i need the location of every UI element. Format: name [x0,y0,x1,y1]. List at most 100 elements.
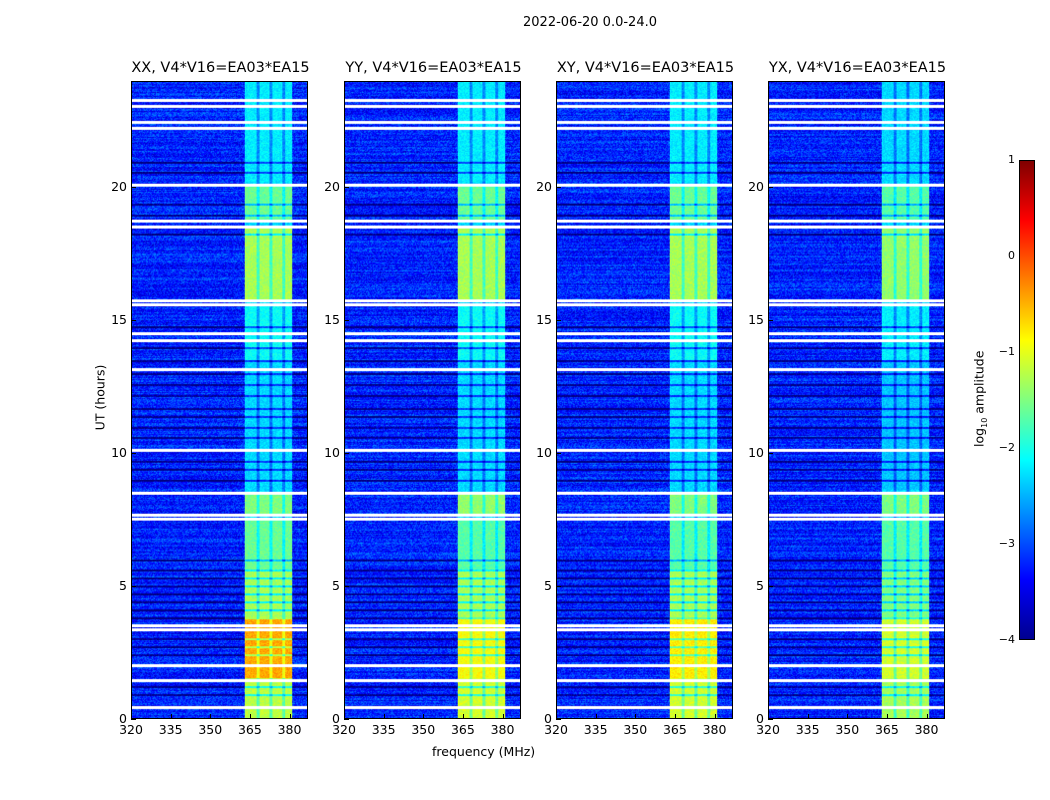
x-tick-label: 335 [158,722,183,737]
y-tick-label: 10 [324,445,340,461]
x-tick-mark [714,714,716,719]
colorbar-tick-label: 0 [1008,249,1015,262]
y-tick-mark [131,320,136,322]
spectrogram-panel-2: YY, V4*V16=EA03*EA15 [344,60,522,719]
x-tick-mark [926,714,928,719]
y-tick-label: 5 [119,578,127,594]
x-tick-label: 365 [662,722,687,737]
x-tick-label: 365 [450,722,475,737]
y-axis-label: UT (hours) [92,364,108,431]
x-tick-label: 365 [874,722,899,737]
x-tick-label: 350 [623,722,648,737]
y-tick-label: 15 [536,312,552,328]
panel-title: YY, V4*V16=EA03*EA15 [345,60,522,76]
panel-title: YX, V4*V16=EA03*EA15 [768,60,947,76]
y-tick-mark [556,187,561,189]
x-tick-label: 380 [914,722,939,737]
y-tick-label: 10 [748,445,764,461]
y-tick-label: 15 [111,312,127,328]
y-tick-label: 5 [544,578,552,594]
x-tick-label: 350 [198,722,223,737]
y-tick-label: 20 [536,179,552,195]
heatmap-image [345,82,520,718]
x-tick-label: 350 [835,722,860,737]
spectrogram-panel-3: XY, V4*V16=EA03*EA15 [556,60,734,719]
y-tick-label: 0 [756,711,764,726]
x-tick-mark [344,714,345,719]
x-tick-label: 320 [756,722,780,737]
x-tick-mark [847,714,849,719]
x-tick-mark [595,714,597,719]
panel-title: XY, V4*V16=EA03*EA15 [556,60,735,76]
y-tick-label: 0 [332,711,340,726]
x-tick-mark [131,714,132,719]
y-tick-label: 10 [536,445,552,461]
x-tick-label: 320 [119,722,143,737]
y-tick-mark [344,453,349,455]
y-tick-label: 15 [748,312,764,328]
x-tick-mark [768,714,769,719]
x-tick-label: 380 [490,722,515,737]
heatmap-image [769,82,944,718]
spectrogram-panel-4: YX, V4*V16=EA03*EA15 [768,60,946,719]
y-tick-mark [344,187,349,189]
y-tick-mark [131,586,136,588]
y-tick-label: 20 [111,179,127,195]
y-tick-label: 5 [332,578,340,594]
y-tick-mark [768,187,773,189]
y-tick-mark [556,719,561,720]
y-tick-mark [131,719,136,720]
x-tick-mark [170,714,172,719]
figure-title: 2022-06-20 0.0-24.0 [523,15,657,30]
x-tick-label: 380 [702,722,727,737]
y-tick-label: 5 [756,578,764,594]
y-tick-mark [556,320,561,322]
x-tick-mark [462,714,464,719]
y-tick-label: 20 [324,179,340,195]
y-tick-mark [131,187,136,189]
y-tick-label: 0 [119,711,127,726]
colorbar-tick-label: −4 [998,633,1015,646]
y-tick-mark [556,453,561,455]
x-tick-mark [289,714,291,719]
panel-title: XX, V4*V16=EA03*EA15 [131,60,310,76]
y-tick-mark [768,719,773,720]
y-tick-label: 10 [111,445,127,461]
colorbar-tick-label: −3 [998,537,1015,550]
colorbar [1019,160,1035,640]
x-tick-mark [249,714,251,719]
x-tick-label: 380 [277,722,302,737]
y-tick-mark [768,586,773,588]
x-tick-label: 365 [237,722,262,737]
x-tick-label: 320 [332,722,356,737]
y-tick-label: 15 [324,312,340,328]
colorbar-tick-label: −1 [998,345,1015,358]
y-tick-mark [344,719,349,720]
y-tick-mark [768,453,773,455]
x-tick-mark [383,714,385,719]
heatmap-image [557,82,732,718]
y-tick-mark [556,586,561,588]
x-tick-label: 335 [795,722,820,737]
x-tick-mark [502,714,504,719]
x-tick-mark [807,714,809,719]
y-tick-mark [344,320,349,322]
y-tick-mark [131,453,136,455]
x-tick-mark [423,714,425,719]
colorbar-tick-label: −2 [998,441,1015,454]
heatmap-image [132,82,307,718]
x-tick-label: 350 [411,722,436,737]
y-tick-label: 0 [544,711,552,726]
y-tick-label: 20 [748,179,764,195]
x-tick-mark [556,714,557,719]
x-tick-mark [674,714,676,719]
spectrogram-panel-1: XX, V4*V16=EA03*EA15 [131,60,310,719]
y-tick-mark [768,320,773,322]
x-tick-mark [210,714,212,719]
colorbar-label: log10 amplitude [971,350,989,447]
x-tick-label: 320 [544,722,568,737]
x-tick-label: 335 [371,722,396,737]
x-tick-mark [886,714,888,719]
y-tick-mark [344,586,349,588]
